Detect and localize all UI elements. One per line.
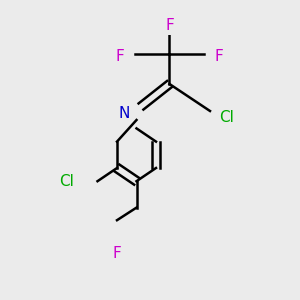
Text: N: N (119, 106, 130, 122)
Text: F: F (165, 18, 174, 33)
Text: Cl: Cl (58, 174, 74, 189)
Text: F: F (214, 50, 223, 64)
Text: F: F (116, 50, 124, 64)
Text: F: F (112, 246, 122, 261)
Text: Cl: Cl (219, 110, 234, 124)
